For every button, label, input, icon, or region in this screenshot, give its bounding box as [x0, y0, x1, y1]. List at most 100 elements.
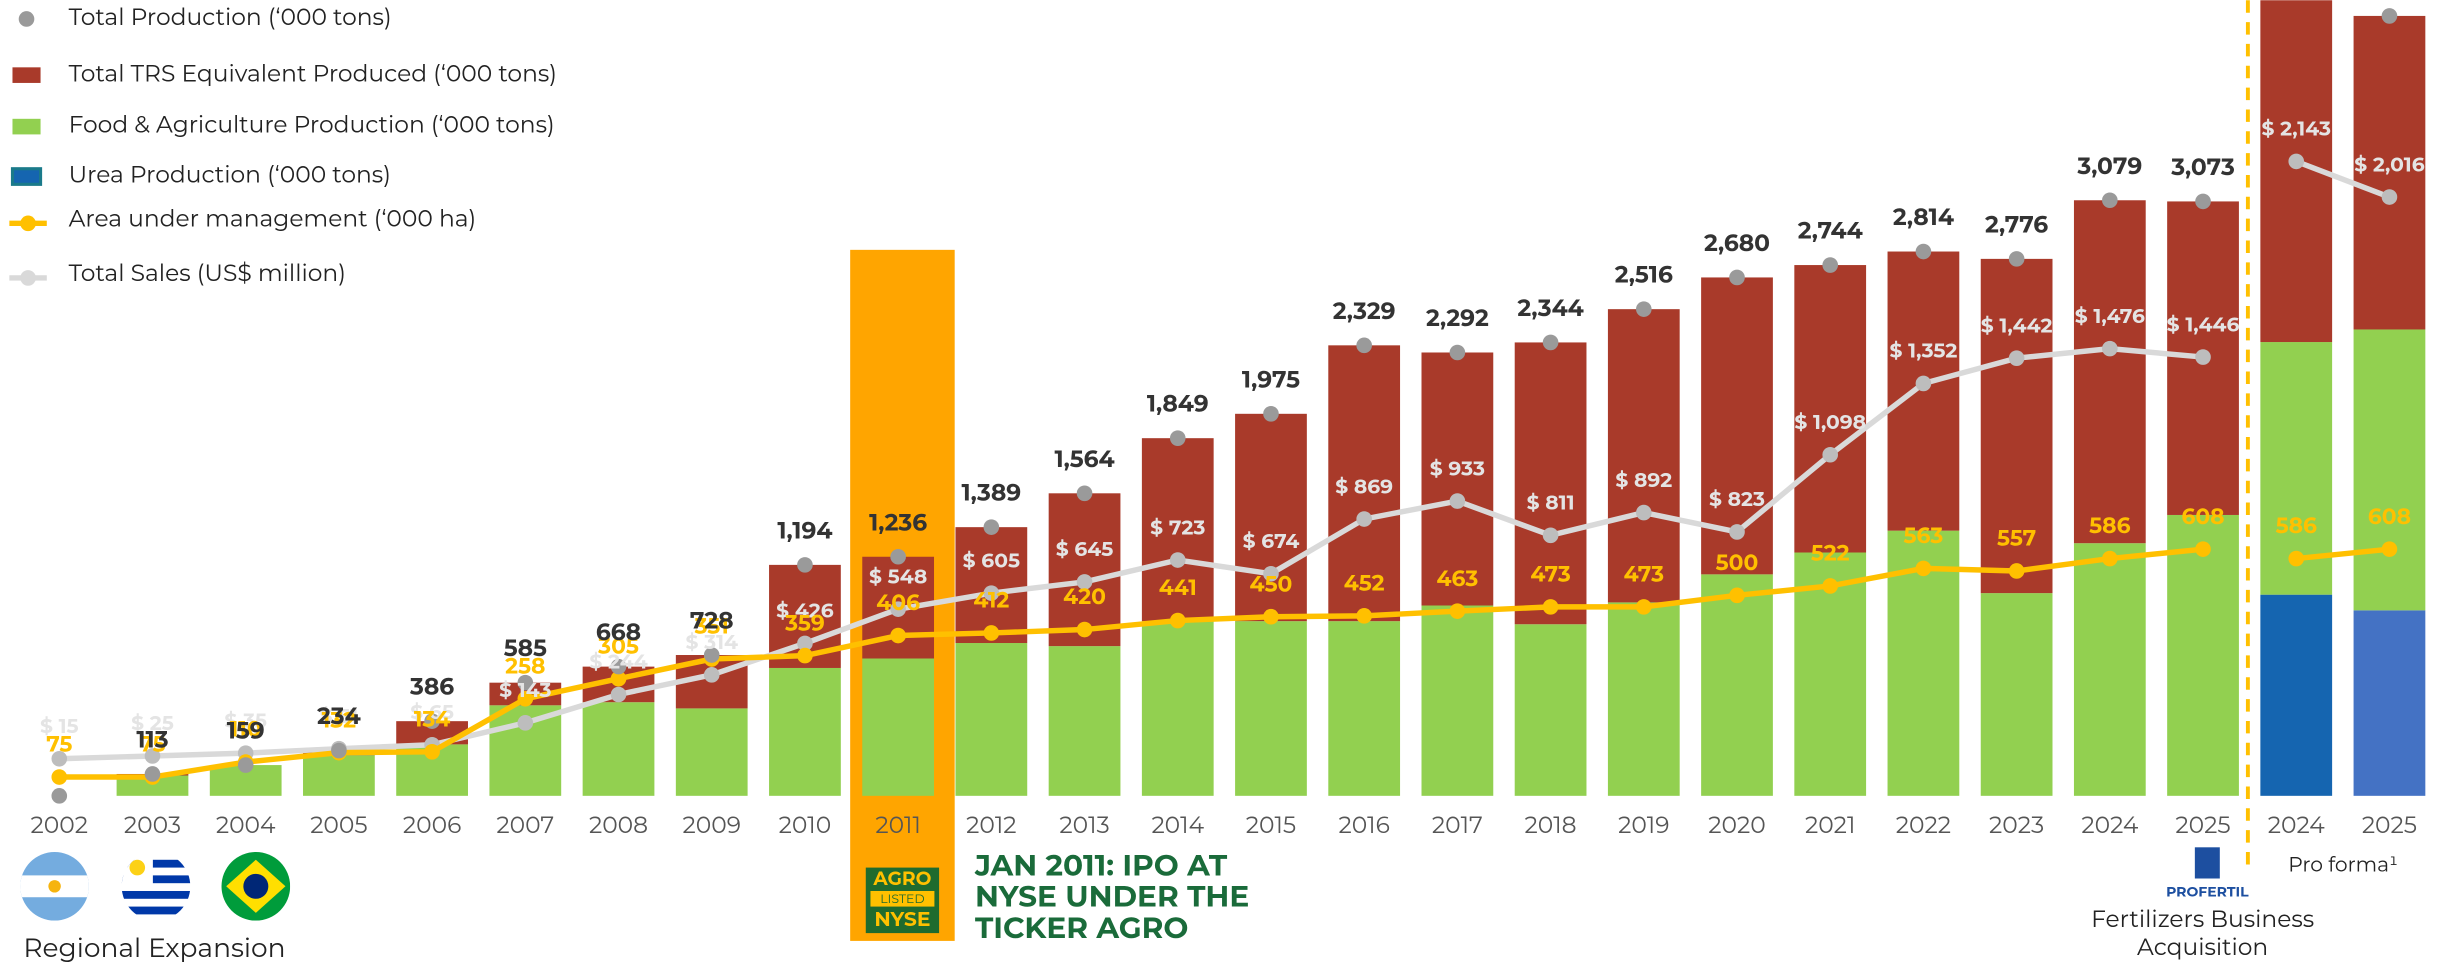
production-dot	[517, 674, 534, 691]
x-tick-label: 2025	[2362, 810, 2417, 839]
line-point	[1169, 612, 1186, 629]
data-label: 159	[227, 716, 265, 745]
line-point	[2288, 550, 2305, 567]
data-label: $ 15	[40, 714, 79, 739]
line-point	[1635, 504, 1652, 521]
data-label: 1,849	[1147, 389, 1209, 418]
data-label: 406	[876, 590, 920, 616]
production-dot	[2381, 8, 2398, 24]
line-point	[2102, 340, 2118, 357]
legend-swatch	[18, 11, 35, 27]
data-label: 234	[317, 701, 361, 730]
line-point	[517, 715, 534, 731]
production-dot	[1263, 406, 1279, 422]
bar	[1328, 621, 1401, 796]
production-dot	[1449, 344, 1466, 361]
bars	[116, 0, 2426, 796]
x-tick-label: 2003	[124, 810, 181, 839]
legend-label: Total TRS Equivalent Produced (‘000 tons…	[69, 58, 557, 87]
data-label: 608	[2368, 504, 2411, 530]
data-label: 132	[322, 707, 356, 733]
production-dot	[1822, 257, 1839, 273]
data-label: $ 1,476	[2075, 304, 2145, 329]
line-point	[1822, 578, 1839, 594]
line-point	[1542, 599, 1559, 615]
production-dot	[1169, 430, 1186, 446]
data-label: $ 51	[320, 704, 359, 729]
acquisition-note: Acquisition	[2137, 932, 2268, 961]
bar	[2073, 200, 2146, 544]
data-label: $ 2,016	[2354, 152, 2424, 177]
bar	[1980, 258, 2053, 594]
bar	[1048, 493, 1121, 647]
data-label: 2,292	[1426, 303, 1489, 332]
data-label: 452	[1344, 571, 1385, 597]
data-label: 1,564	[1054, 444, 1114, 473]
data-label: 463	[1436, 566, 1478, 592]
data-label: $ 823	[1709, 487, 1765, 512]
x-tick-label: 2020	[1708, 810, 1765, 839]
data-label: $ 869	[1335, 474, 1393, 499]
data-label: $ 25	[131, 711, 174, 736]
line-point	[890, 627, 906, 644]
production-dot	[331, 742, 347, 759]
bar	[303, 755, 375, 796]
line-point	[1263, 608, 1279, 625]
line-point	[517, 690, 534, 707]
data-label: 728	[690, 606, 734, 635]
data-label: 110	[230, 717, 262, 743]
line-point	[983, 625, 1000, 641]
x-tick-label: 2013	[1059, 810, 1109, 839]
x-tick-label: 2025	[2175, 810, 2230, 839]
line-point	[1449, 493, 1466, 509]
legend-swatch	[20, 215, 36, 232]
legend-label: Food & Agriculture Production (‘000 tons…	[69, 110, 555, 139]
production-dot	[703, 647, 720, 663]
line-point	[1076, 621, 1093, 638]
ipo-logo-text: LISTED	[880, 892, 924, 907]
production-dot	[1729, 269, 1745, 286]
data-label: 441	[1159, 575, 1197, 601]
flag-brazil	[221, 851, 291, 921]
production-dot	[610, 658, 627, 675]
line-point	[703, 667, 720, 683]
x-tick-label: 2005	[310, 810, 367, 839]
data-label: $ 1,442	[1981, 313, 2053, 338]
flag-argentina	[20, 851, 89, 921]
data-label: 450	[1250, 571, 1293, 597]
data-label: 2,344	[1517, 293, 1583, 322]
line-point	[797, 635, 813, 652]
data-label: 420	[1063, 584, 1106, 610]
production-dot	[890, 548, 906, 565]
production-dot	[424, 713, 440, 729]
line-point	[1729, 587, 1745, 604]
line-point	[2288, 153, 2305, 170]
x-tick-label: 2021	[1805, 810, 1855, 839]
x-tick-label: 2004	[216, 810, 276, 839]
x-tick-label: 2018	[1525, 810, 1577, 839]
x-tick-label: 2017	[1432, 810, 1483, 839]
data-label: 1,194	[777, 515, 832, 544]
line-point	[51, 769, 68, 785]
data-label: $ 35	[224, 708, 267, 733]
data-label: $ 933	[1430, 456, 1485, 481]
line-point	[610, 686, 627, 703]
data-label: 1,389	[962, 478, 1022, 507]
data-label: 113	[136, 725, 168, 754]
production-dot	[1915, 243, 1932, 260]
pro-forma-label: Pro forma¹	[2288, 852, 2398, 877]
bar	[769, 667, 841, 796]
data-label: 586	[2089, 513, 2130, 539]
x-tick-label: 2019	[1618, 810, 1669, 839]
line-point	[1542, 527, 1559, 544]
region-note: Regional Expansion	[23, 931, 285, 963]
data-label: 473	[1624, 562, 1665, 588]
production-dot	[1635, 301, 1652, 317]
production-dot	[2195, 193, 2211, 210]
bar	[1235, 621, 1307, 796]
x-tick-label: 2006	[403, 810, 461, 839]
acquisition-note: Fertilizers Business	[2091, 904, 2314, 933]
data-label: 75	[46, 732, 72, 758]
ipo-note: NYSE UNDER THE	[975, 879, 1249, 915]
